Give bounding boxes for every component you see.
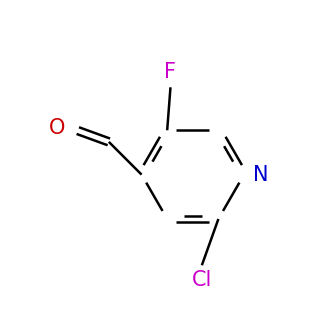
Text: O: O — [49, 118, 66, 138]
Text: N: N — [253, 165, 269, 184]
Text: F: F — [165, 62, 176, 82]
Text: Cl: Cl — [192, 270, 212, 290]
